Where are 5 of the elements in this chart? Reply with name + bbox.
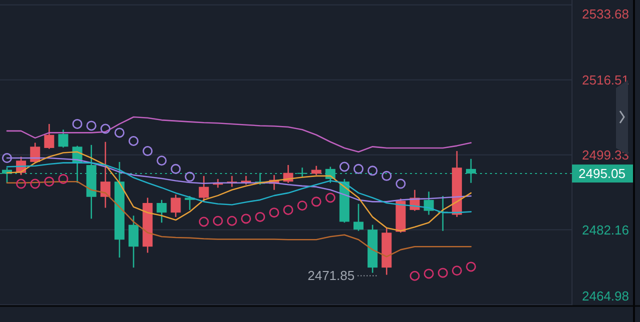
y-tick-label: 2533.68 (582, 6, 629, 22)
ref-line-label: 2495.05 (578, 166, 626, 182)
y-tick-label: 2464.98 (582, 288, 629, 304)
y-tick-label: 2482.16 (582, 222, 629, 238)
annotation: 2471.85 (308, 268, 355, 283)
